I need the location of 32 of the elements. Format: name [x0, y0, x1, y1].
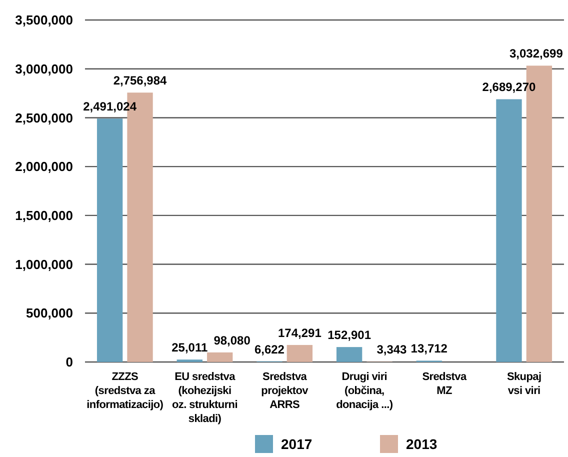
- data-label: 174,291: [278, 326, 322, 340]
- x-tick-label: Drugi viri (občina, donacija ...): [336, 371, 394, 411]
- y-tick-label: 1,000,000: [15, 256, 73, 272]
- data-label: 152,901: [328, 328, 372, 342]
- data-label: 2,689,270: [482, 80, 536, 94]
- data-label: 2,491,024: [83, 100, 137, 114]
- data-label: 2,756,984: [113, 74, 168, 88]
- x-tick-label: Skupaj vsi viri: [506, 371, 542, 397]
- y-tick-label: 500,000: [26, 306, 73, 321]
- data-label: 6,622: [254, 342, 285, 356]
- x-tick-label: ZZZS (sredstva za informatizacijo): [86, 371, 164, 411]
- legend-label: 2013: [406, 436, 438, 452]
- data-label: 25,011: [172, 340, 208, 355]
- y-tick-label: 1,500,000: [15, 208, 73, 223]
- x-tick-label: EU sredstva (kohezijski oz. strukturni skladi): [172, 371, 238, 425]
- y-tick-label: 0: [66, 354, 73, 370]
- data-label: 13,712: [410, 342, 448, 356]
- bar: [336, 347, 362, 362]
- bar: [286, 344, 313, 362]
- x-tick-label: Sredstva projektov ARRS: [261, 371, 310, 411]
- bar: [496, 99, 522, 362]
- y-tick-label: 3,500,000: [15, 12, 73, 28]
- y-tick-label: 2,000,000: [15, 159, 73, 174]
- data-label: 3,032,699: [510, 46, 564, 61]
- data-label: 98,080: [214, 333, 251, 348]
- bar: [207, 352, 233, 362]
- bar: [96, 118, 123, 362]
- legend-label: 2017: [281, 436, 312, 452]
- y-tick-label: 2,500,000: [15, 110, 73, 126]
- y-tick-label: 3,000,000: [15, 61, 73, 76]
- data-label: 3,343: [376, 342, 408, 357]
- x-tick-label: Sredstva MZ: [422, 371, 468, 397]
